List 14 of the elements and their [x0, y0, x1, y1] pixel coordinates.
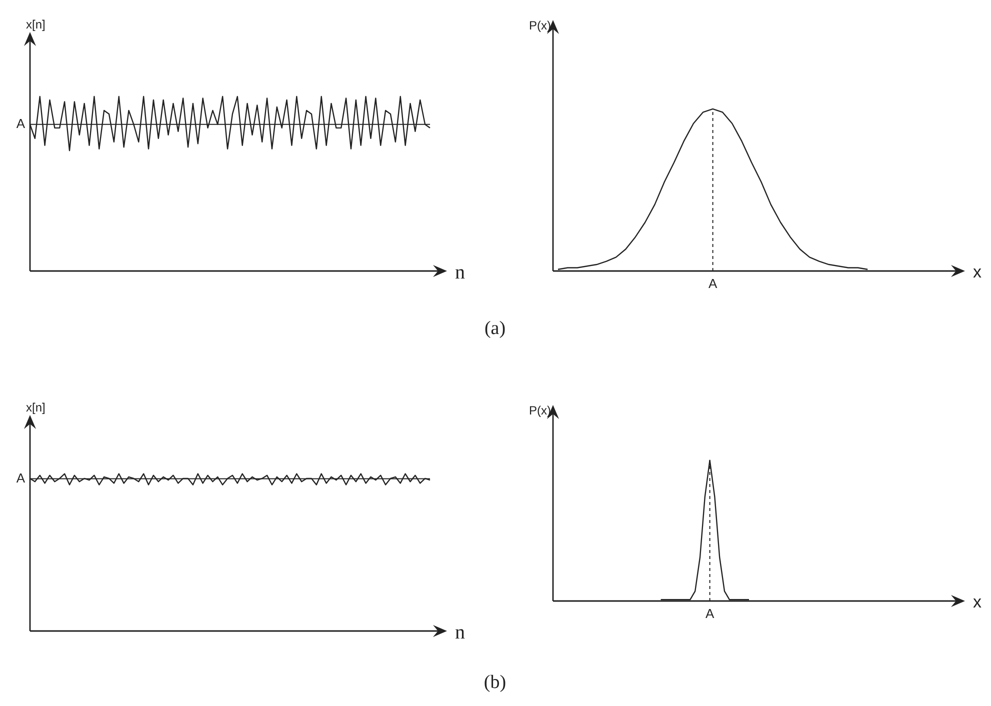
y-axis-title: P(x): [529, 403, 551, 418]
text: A: [705, 606, 714, 622]
x-axis-title: x: [973, 262, 982, 282]
ref-line-label: A: [16, 470, 26, 486]
text: (b): [484, 672, 506, 694]
ref-line-label: A: [16, 116, 26, 132]
y-axis-title: P(x): [529, 18, 551, 32]
y-axis-title: x[n]: [26, 400, 46, 414]
x-axis-title: x: [973, 592, 982, 612]
text: (a): [484, 318, 506, 340]
x-axis-title: n: [455, 621, 465, 644]
text: A: [708, 276, 718, 292]
y-axis-title: x[n]: [26, 17, 46, 32]
x-axis-title: n: [455, 261, 465, 284]
